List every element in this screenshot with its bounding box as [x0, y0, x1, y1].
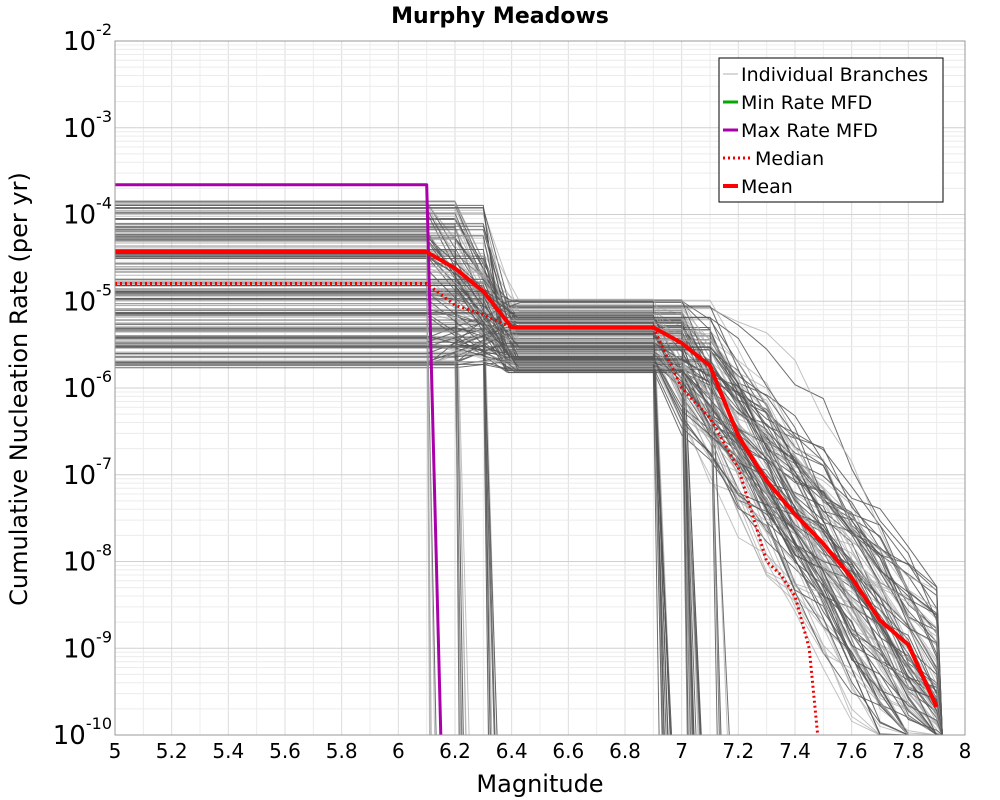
- branch-line: [115, 245, 699, 736]
- x-tick-label: 6: [392, 739, 405, 763]
- x-tick-labels: 5 5.2 5.4 5.6 5.8 6 6.2 6.4 6.6 6.8 7 7.2 7.4 7.6 7.8 8: [109, 739, 972, 763]
- main-series: [115, 183, 939, 736]
- branch-line: [115, 359, 462, 736]
- x-tick-label: 7.2: [722, 739, 754, 763]
- y-tick-label: 10-5: [63, 280, 112, 317]
- branch-line: [115, 234, 943, 736]
- plot-frame: [114, 40, 966, 736]
- branch-line: [115, 342, 938, 736]
- x-tick-label: 5.4: [212, 739, 244, 763]
- legend-label: Median: [755, 148, 824, 170]
- branch-line: [115, 246, 432, 736]
- branch-line: [115, 268, 943, 736]
- branch-line: [115, 285, 943, 736]
- y-tick-labels: 10-10 10-9 10-8 10-7 10-6 10-5 10-4 10-3 10-2: [53, 20, 112, 751]
- branch-line: [115, 347, 943, 736]
- y-tick-label: 10-9: [63, 627, 112, 664]
- legend-box: [718, 57, 944, 203]
- y-tick-label: 10-7: [63, 454, 112, 491]
- x-tick-label: 8: [959, 739, 972, 763]
- x-tick-label: 6.4: [496, 739, 528, 763]
- y-tick-label: 10-4: [63, 194, 112, 231]
- y-axis-label: Cumulative Nucleation Rate (per yr): [5, 172, 33, 606]
- branch-line: [115, 360, 943, 736]
- branch-line: [115, 215, 721, 736]
- branch-line: [115, 225, 689, 736]
- branch-line: [115, 284, 938, 736]
- branch-line: [115, 345, 943, 736]
- branch-line: [115, 238, 943, 736]
- y-tick-label: 10-6: [63, 367, 112, 404]
- branch-line: [115, 292, 671, 736]
- x-tick-label: 7.4: [779, 739, 811, 763]
- x-tick-label: 7.8: [892, 739, 924, 763]
- branch-line: [115, 314, 943, 736]
- chart-title: Murphy Meadows: [391, 4, 609, 29]
- x-tick-label: 5.6: [269, 739, 301, 763]
- branch-line: [115, 213, 943, 736]
- x-tick-label: 6.6: [552, 739, 584, 763]
- y-tick-label: 10-2: [63, 20, 112, 57]
- x-tick-label: 7: [675, 739, 688, 763]
- legend-label: Mean: [741, 176, 793, 198]
- series-max-rate-mfd: [115, 183, 443, 736]
- branch-line: [115, 298, 909, 736]
- legend-label: Individual Branches: [741, 64, 928, 86]
- legend-label: Max Rate MFD: [741, 120, 878, 142]
- branch-line: [115, 229, 938, 736]
- branch-line: [115, 302, 943, 736]
- branch-line: [115, 223, 464, 736]
- x-tick-label: 5.8: [326, 739, 358, 763]
- branch-line: [115, 303, 943, 736]
- y-tick-label: 10-8: [63, 541, 112, 578]
- legend-label: Min Rate MFD: [741, 92, 872, 114]
- x-tick-label: 5: [109, 739, 122, 763]
- branch-line: [115, 291, 943, 736]
- legend: Individual Branches Min Rate MFD Max Rate …: [718, 57, 944, 203]
- y-tick-label: 10-10: [53, 714, 112, 751]
- individual-branches: [115, 200, 943, 736]
- branch-line: [115, 320, 943, 736]
- x-tick-label: 6.8: [609, 739, 641, 763]
- branch-line: [115, 256, 943, 736]
- branch-line: [115, 312, 697, 736]
- branch-line: [115, 323, 491, 736]
- series-mean: [115, 250, 939, 708]
- x-tick-label: 7.6: [836, 739, 868, 763]
- x-tick-label: 6.2: [439, 739, 471, 763]
- y-tick-label: 10-3: [63, 107, 112, 144]
- x-tick-label: 5.2: [156, 739, 188, 763]
- branch-line: [115, 330, 943, 736]
- branch-line: [115, 278, 943, 736]
- x-axis-label: Magnitude: [476, 770, 603, 798]
